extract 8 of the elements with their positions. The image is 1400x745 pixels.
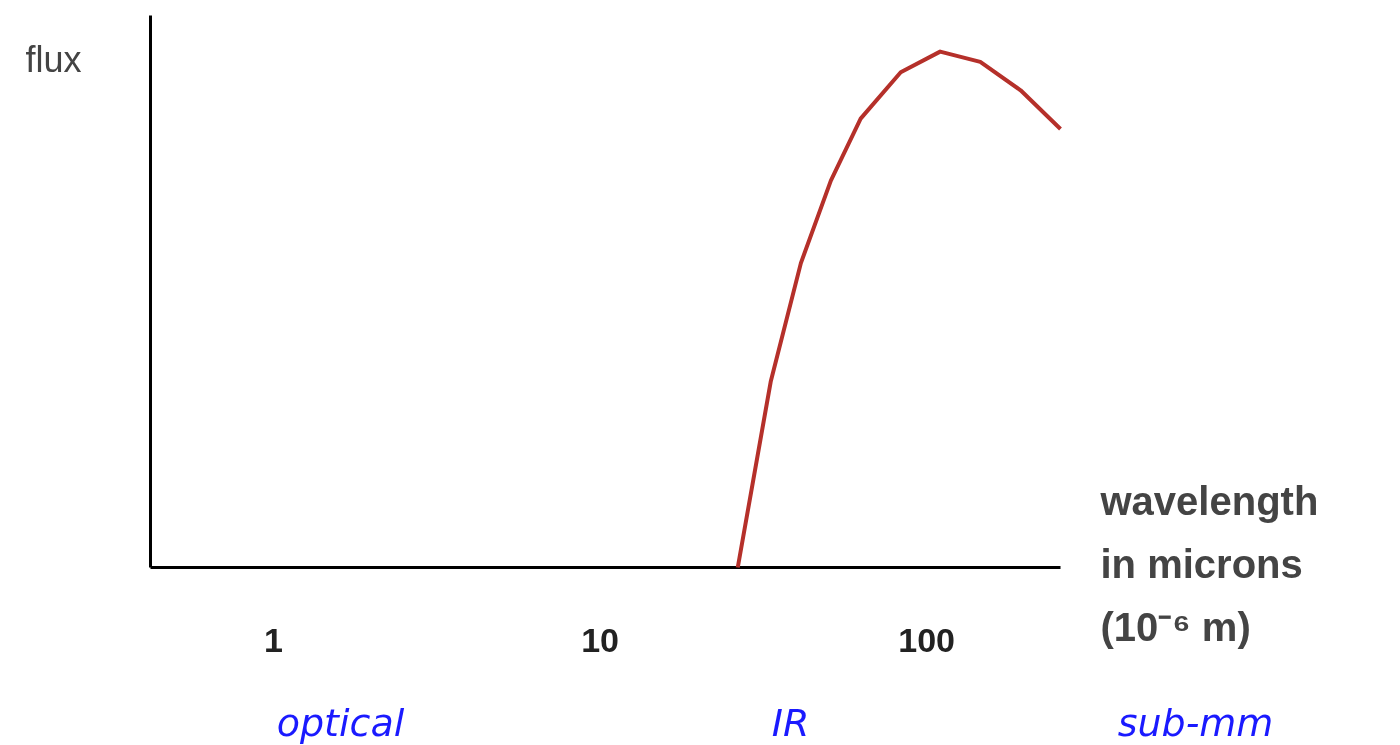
x-tick-label: 10 bbox=[581, 621, 619, 659]
x-tick-label: 100 bbox=[898, 621, 956, 659]
x-tick-label: 1 bbox=[264, 621, 283, 659]
text: IR bbox=[771, 700, 810, 745]
x-axis-title: wavelength in microns (10⁻⁶ m) bbox=[1099, 478, 1319, 649]
text: sub-mm bbox=[1117, 700, 1274, 745]
text: optical bbox=[276, 700, 405, 745]
y-axis-title: flux bbox=[25, 38, 82, 80]
